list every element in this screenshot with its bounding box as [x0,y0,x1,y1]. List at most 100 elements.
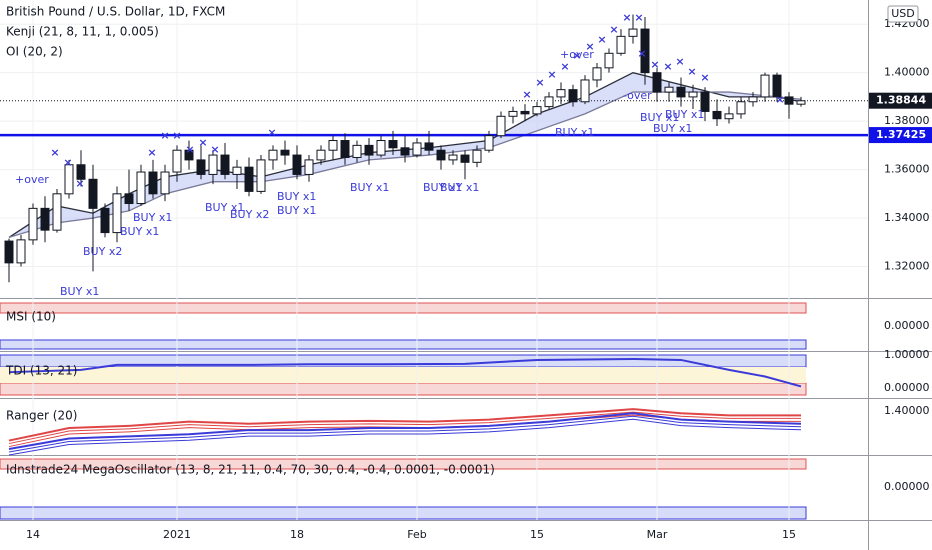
signal-cross: × [622,11,631,24]
signal-cross: × [650,58,659,71]
signal-cross: × [675,55,684,68]
x-tick-label: 14 [26,528,40,541]
candle-body [112,193,122,234]
signal-cross: × [572,49,581,62]
candle-body [724,113,734,120]
signal-cross: × [50,146,59,159]
signal-label: BUY x1 [350,181,389,194]
candle-body [556,89,566,98]
signal-label: -over [623,89,652,102]
y-tick-label: 1.36000 [884,163,930,176]
chart-title: British Pound / U.S. Dollar, 1D, FXCM [6,5,225,19]
tdi-line [8,357,802,388]
y-tick-label: 1.00000 [884,348,930,361]
y-tick-label: 0.00000 [884,381,930,394]
y-tick-label: 0.00000 [884,319,930,332]
currency: USD [891,7,915,20]
signal-cross: × [663,60,672,73]
ranger-line [8,408,801,442]
candle-body [196,159,206,175]
signal-cross: × [535,76,544,89]
candle-body [700,91,710,112]
candle-body [316,149,326,161]
signal-cross: × [700,71,709,84]
signal-cross: × [172,129,181,142]
signal-cross: × [609,23,618,36]
y-tick-label: 1.40000 [884,404,930,417]
signal-label: BUY x1 [60,285,99,298]
candle-body [100,207,110,234]
candle-body [784,96,794,105]
signal-cross: × [63,156,72,169]
candle-body [496,115,506,137]
signal-label: BUY x1 [277,190,316,203]
ranger-line [8,415,802,453]
level-tag [869,127,932,144]
last-price-tag [869,92,932,109]
candle-body [688,91,698,98]
signal-cross: × [198,136,207,149]
candle-body [592,67,602,81]
candle-body [76,164,86,180]
currency-box[interactable] [887,5,919,23]
candle-body [748,96,758,103]
candle-body [676,86,686,98]
x-tick-label: Feb [407,528,426,541]
signal-cross: × [147,146,156,159]
candle-body [184,149,194,161]
candle-body [772,74,782,98]
candle-body [472,149,482,163]
candle-body [712,110,722,120]
signal-label: BUY x1 [640,111,679,124]
candle-body [16,239,26,264]
signal-cross: × [267,126,276,139]
candle-body [652,72,662,93]
candle-body [208,154,218,175]
candle-body [256,159,266,192]
candle-body [388,140,398,149]
candle-body [160,171,170,195]
candle-body [400,147,410,156]
candle-body [568,89,578,103]
signal-cross: × [634,11,643,24]
candle-body [736,101,746,115]
candle-body [544,96,554,108]
candle-body [412,142,422,156]
candle-body [268,149,278,161]
candle-body [616,35,626,54]
candle-body [532,106,542,115]
candle-body [220,154,230,175]
signal-label: BUY x1 [205,201,244,214]
candle-body [124,193,134,205]
candle-body [508,110,518,117]
candle-body [664,86,674,93]
signal-label: BUY x2 [230,208,269,221]
signal-label: BUY x1 [665,108,704,121]
signal-cross: × [210,143,219,156]
candle-body [628,28,638,37]
signal-cross: × [75,177,84,190]
signal-label: BUY x2 [83,245,122,258]
signal-label: BUY x1 [277,204,316,217]
candle-body [172,149,182,173]
signal-label: +over [15,173,49,186]
candle-body [340,140,350,158]
signal-label: BUY x1 [653,122,692,135]
indicator-label: OI (20, 2) [6,45,63,59]
panel-label: MSI (10) [6,310,56,324]
signal-label: BUY x1 [555,126,594,139]
x-tick-label: 15 [782,528,796,541]
candle-body [136,171,146,205]
candle-body [64,164,74,195]
y-tick-label: 1.34000 [884,211,930,224]
signal-label: BUY x1 [423,181,462,194]
candle-body [4,240,14,264]
signal-label: BUY x1 [440,181,479,194]
signal-cross: × [687,65,696,78]
candle-body [484,135,494,151]
candle-body [40,207,50,231]
candle-body [424,142,434,151]
signal-cross: × [185,143,194,156]
